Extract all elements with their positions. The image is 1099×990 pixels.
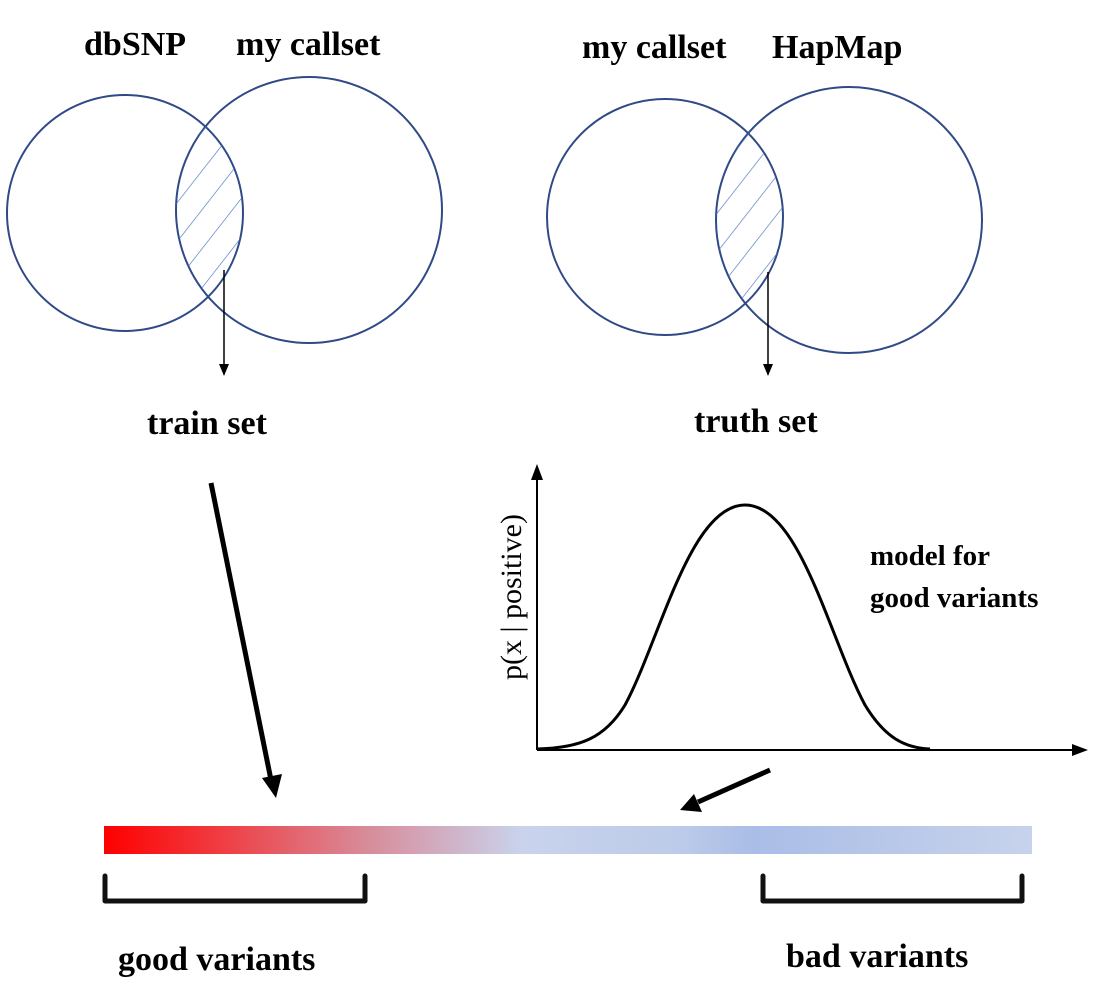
arrow-to-truth-set (763, 272, 773, 376)
bad-variants-label: bad variants (786, 938, 969, 975)
venn-left-intersection (176, 95, 243, 331)
venn-right-label-a: my callset (582, 29, 727, 66)
good-variants-label: good variants (118, 941, 316, 978)
gaussian-curve (536, 503, 931, 751)
venn-right-intersection (716, 99, 783, 335)
model-caption-line2: good variants (870, 582, 1039, 614)
venn-left-label-b: my callset (236, 26, 381, 63)
truth-set-label: truth set (694, 403, 818, 440)
arrow-model-to-bar (680, 767, 772, 812)
venn-left-label-a: dbSNP (84, 26, 187, 63)
model-axes (531, 464, 1088, 756)
good-variants-bracket (102, 873, 368, 904)
arrow-to-train-set (219, 270, 229, 376)
model-y-axis-label: p(x | positive) (495, 514, 528, 680)
model-caption-line1: model for (870, 540, 990, 572)
arrow-train-to-bar (208, 482, 282, 798)
venn-right-label-b: HapMap (772, 29, 903, 66)
score-gradient-bar (104, 826, 1032, 854)
train-set-label: train set (147, 405, 267, 442)
bad-variants-bracket (760, 873, 1025, 904)
